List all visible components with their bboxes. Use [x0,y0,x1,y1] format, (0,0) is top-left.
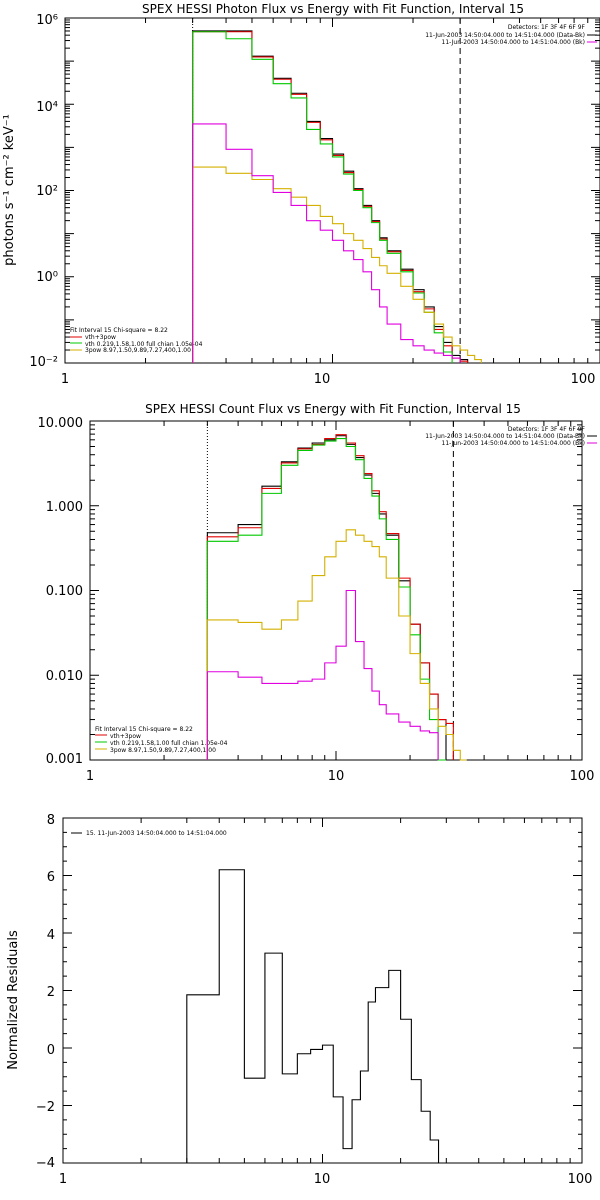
residuals-x-tick-label: 1 [59,1172,67,1187]
photon-plot-frame [64,17,600,364]
count-legend-vth-3pow: vth+3pow [110,733,141,740]
residuals-y-tick-label: −2 [36,1100,55,1115]
photon-header-data-interval: 11-Jun-2003 14:50:04.000 to 14:51:04.000… [425,32,585,39]
photon-legend-fit-interval: Fit Interval 15 Chi-square = 8.22 [70,327,168,334]
count-y-tick-label: 0.001 [46,752,83,767]
count-series-vth-3pow [206,434,454,760]
residuals-y-tick-label: 0 [47,1043,55,1058]
count-flux-panel: SPEX HESSI Count Flux vs Energy with Fit… [38,402,597,784]
photon-series-data-bk [192,30,469,363]
residuals-x-tick-label: 10 [314,1172,331,1187]
count-y-tick-label: 10.000 [38,416,84,431]
count-legend-vth: vth 0.219,1.58,1.00 full chian 1.05e-04 [110,740,228,747]
count-y-tick-label: 1.000 [46,500,83,515]
residuals-panel: Normalized Residuals 8 6 4 2 0 −2 −4 1 1… [6,813,592,1187]
count-legend-fit-interval: Fit Interval 15 Chi-square = 8.22 [95,726,193,733]
photon-legend-3pow: 3pow 8.97,1.50,9.89,7.27,400,1.00 [85,347,191,354]
residuals-plot-frame [62,817,583,1164]
photon-flux-panel: SPEX HESSI Photon Flux vs Energy with Fi… [2,2,600,387]
photon-y-tick-label: 10⁴ [36,100,58,115]
residuals-legend-interval: 15. 11-Jun-2003 14:50:04.000 to 14:51:04… [86,830,227,837]
count-series-vth [206,438,446,761]
residuals-series-residuals [186,869,447,1164]
count-y-tick-label: 0.010 [46,669,83,684]
photon-y-tick-label: 10⁶ [36,13,58,28]
count-header-data-interval: 11-Jun-2003 14:50:04.000 to 14:51:04.000… [425,433,585,440]
photon-series-vth [192,31,453,363]
count-header-detectors: Detectors: 1F 3F 4F 6F 9F [508,426,586,433]
residuals-x-tick-label: 100 [568,1172,593,1187]
photon-y-tick-label: 10⁰ [36,270,58,285]
count-header-bk-interval: 11-Jun-2003 14:50:04.000 to 14:51:04.000… [442,440,585,447]
count-y-tick-label: 0.100 [46,584,83,599]
residuals-y-tick-label: 4 [47,928,55,943]
photon-header-detectors: Detectors: 1F 3F 4F 6F 9F [508,24,586,31]
photon-x-tick-label: 1 [61,372,69,387]
photon-header-bk-interval: 11-Jun-2003 14:50:04.000 to 14:51:04.000… [442,39,585,46]
residuals-y-tick-label: 2 [47,985,55,1000]
photon-x-tick-label: 10 [314,372,331,387]
photon-legend-vth-3pow: vth+3pow [85,334,116,341]
photon-x-tick-label: 100 [571,372,596,387]
residuals-y-axis-label: Normalized Residuals [6,930,21,1070]
photon-chart-title: SPEX HESSI Photon Flux vs Energy with Fi… [142,2,524,16]
count-series-bk [206,589,439,760]
chart-marks [62,17,600,1164]
photon-legend-vth: vth 0.219,1.58,1.00 full chian 1.05e-04 [85,341,203,348]
count-series-3pow [206,529,467,761]
photon-series-3pow [192,166,482,363]
photon-y-axis-label: photons s⁻¹ cm⁻² keV⁻¹ [2,114,17,266]
count-x-tick-label: 1 [86,769,94,784]
count-legend-3pow: 3pow 8.97,1.50,9.89,7.27,400,1.00 [110,747,216,754]
photon-series-bk [192,123,461,363]
photon-series-vth-3pow [192,31,469,363]
residuals-y-tick-label: 6 [47,870,55,885]
photon-y-tick-label: 10⁻² [29,355,58,370]
count-x-tick-label: 10 [328,769,345,784]
photon-y-tick-label: 10² [36,184,58,199]
count-x-tick-label: 100 [570,769,595,784]
residuals-y-tick-label: −4 [36,1156,55,1171]
count-chart-title: SPEX HESSI Count Flux vs Energy with Fit… [145,402,521,416]
residuals-y-tick-label: 8 [47,813,55,828]
count-plot-frame [89,420,583,761]
